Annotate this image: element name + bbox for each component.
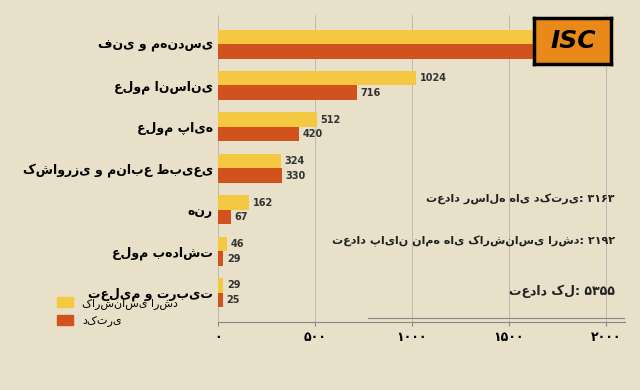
Bar bbox=[218, 293, 223, 307]
Text: ISC: ISC bbox=[550, 29, 596, 53]
Bar bbox=[218, 195, 249, 210]
Text: 420: 420 bbox=[303, 129, 323, 139]
Bar bbox=[218, 237, 227, 251]
Bar bbox=[218, 154, 280, 168]
Bar bbox=[218, 71, 417, 85]
Bar bbox=[218, 168, 282, 183]
Text: تعداد پایان نامه های کارشناسی ارشد: ۲۱۹۲: تعداد پایان نامه های کارشناسی ارشد: ۲۱۹۲ bbox=[332, 236, 615, 247]
Text: 25: 25 bbox=[226, 295, 239, 305]
Text: 67: 67 bbox=[234, 212, 248, 222]
Bar bbox=[218, 251, 223, 266]
Bar bbox=[218, 210, 231, 224]
Text: 512: 512 bbox=[321, 115, 340, 125]
Text: 29: 29 bbox=[227, 254, 241, 264]
Text: 324: 324 bbox=[284, 156, 305, 166]
Text: 1820: 1820 bbox=[574, 46, 602, 56]
Bar bbox=[218, 127, 300, 142]
Bar bbox=[218, 44, 571, 58]
Bar bbox=[218, 112, 317, 127]
Text: تعداد رساله های دکتری: ۳۱۶۳: تعداد رساله های دکتری: ۳۱۶۳ bbox=[426, 193, 615, 204]
Text: 162: 162 bbox=[253, 198, 273, 207]
Text: تعداد کل: ۵۳۵۵: تعداد کل: ۵۳۵۵ bbox=[509, 285, 615, 298]
Legend: کارشناسی ارشد, دکتری: کارشناسی ارشد, دکتری bbox=[52, 292, 182, 332]
Bar bbox=[218, 278, 223, 293]
Text: 716: 716 bbox=[360, 88, 380, 98]
Text: 1024: 1024 bbox=[420, 73, 447, 83]
Text: 330: 330 bbox=[285, 171, 305, 181]
Text: 46: 46 bbox=[230, 239, 244, 249]
Bar bbox=[218, 30, 540, 44]
Text: 1664: 1664 bbox=[544, 32, 571, 42]
Bar bbox=[218, 85, 356, 100]
Text: 29: 29 bbox=[227, 280, 241, 291]
